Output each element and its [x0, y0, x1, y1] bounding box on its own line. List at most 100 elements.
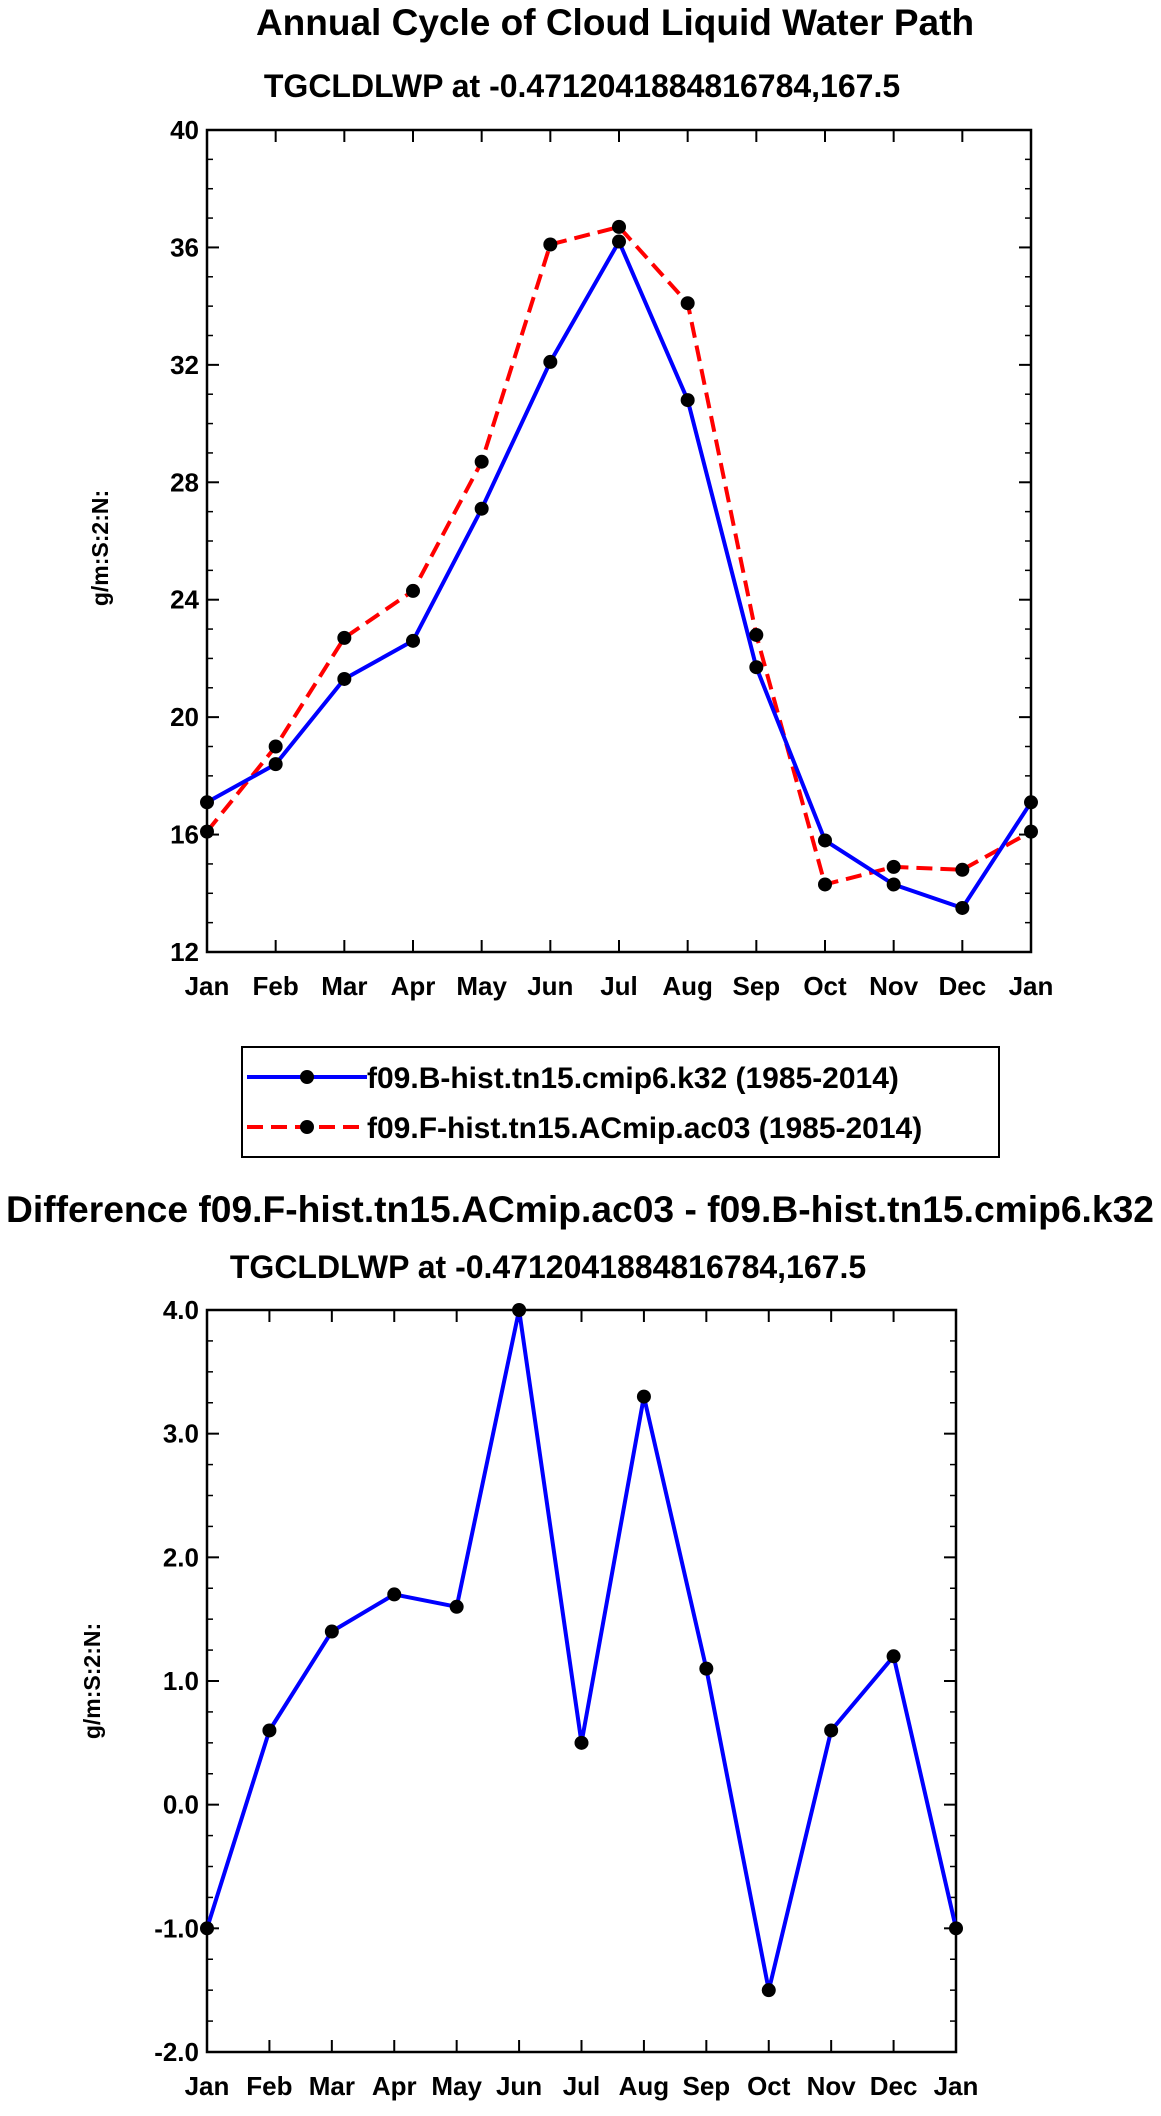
y-tick-label: 0.0: [163, 1790, 199, 1820]
data-point: [761, 1983, 776, 1998]
chart-2-ticks: Jan Feb Mar Apr May Jun Jul Aug Sep Oct Nov Dec Jan -…: [154, 1295, 978, 2101]
difference-chart: Difference f09.F-hist.tn15.ACmip.ac03 - …: [6, 1189, 1154, 2101]
chart-2-subtitle: TGCLDLWP at -0.4712041884816784,167.5: [230, 1249, 866, 1285]
x-tick-label: Aug: [619, 2071, 670, 2101]
data-point: [574, 1735, 589, 1750]
data-point: [474, 501, 489, 516]
data-point: [749, 660, 764, 675]
data-point: [749, 627, 764, 642]
data-point: [406, 583, 420, 598]
data-point: [1024, 824, 1038, 839]
x-tick-label: Nov: [807, 2071, 857, 2101]
data-point: [680, 393, 695, 408]
y-tick-label: 3.0: [163, 1419, 199, 1449]
data-point: [406, 633, 420, 648]
x-tick-label: Oct: [803, 971, 847, 1001]
x-tick-label: Mar: [309, 2071, 355, 2101]
data-point: [543, 237, 558, 252]
x-tick-label: Jun: [527, 971, 573, 1001]
data-point: [512, 1303, 527, 1317]
y-tick-label: 24: [170, 585, 199, 615]
data-point: [268, 739, 283, 754]
x-tick-label: Jul: [600, 971, 638, 1001]
x-tick-label: May: [431, 2071, 482, 2101]
x-tick-label: Dec: [938, 971, 986, 1001]
data-point: [474, 454, 489, 469]
chart-1-ticks: Jan Feb Mar Apr May Jun Jul Aug Sep Oct Nov Dec Jan 1…: [170, 115, 1053, 1001]
data-point: [268, 757, 283, 772]
data-point: [337, 630, 352, 645]
x-tick-label: Apr: [372, 2071, 417, 2101]
x-tick-label: Sep: [682, 2071, 730, 2101]
data-point: [612, 234, 626, 249]
legend-box: [241, 1046, 1000, 1158]
data-point: [886, 877, 901, 892]
data-point: [949, 1921, 963, 1936]
data-point: [699, 1661, 714, 1676]
y-tick-label: 40: [170, 115, 199, 145]
y-tick-label: 12: [170, 937, 199, 967]
x-tick-label: Oct: [747, 2071, 791, 2101]
x-tick-label: Sep: [732, 971, 780, 1001]
y-tick-label: 20: [170, 702, 199, 732]
legend-label-f-hist: f09.F-hist.tn15.ACmip.ac03 (1985-2014): [367, 1112, 922, 1145]
data-point: [818, 833, 832, 848]
data-point: [886, 1649, 901, 1664]
chart-2-plot-frame: [205, 1308, 958, 2054]
chart-1-subtitle: TGCLDLWP at -0.4712041884816784,167.5: [264, 68, 900, 104]
legend: f09.B-hist.tn15.cmip6.k32 (1985-2014) f0…: [241, 1046, 1000, 1158]
x-tick-label: Jun: [496, 2071, 542, 2101]
data-point: [1024, 795, 1038, 810]
data-point: [955, 862, 970, 877]
legend-marker-f-hist: [300, 1120, 314, 1134]
data-point: [337, 671, 352, 686]
data-point: [612, 219, 626, 234]
chart-2-title: Difference f09.F-hist.tn15.ACmip.ac03 - …: [6, 1189, 1154, 1230]
series-line: [205, 1308, 958, 1993]
x-tick-label: Jul: [563, 2071, 601, 2101]
chart-2-y-axis-label: g/m:S:2:N:: [79, 1623, 105, 1739]
data-point: [886, 859, 901, 874]
y-tick-label: -1.0: [154, 1913, 199, 1943]
chart-1-title: Annual Cycle of Cloud Liquid Water Path: [256, 2, 974, 43]
data-point: [824, 1723, 839, 1738]
chart-1-y-axis-label: g/m:S:2:N:: [87, 490, 113, 606]
chart-1-series: [200, 219, 1038, 915]
y-tick-label: 2.0: [163, 1542, 199, 1572]
x-tick-label: Jan: [185, 2071, 230, 2101]
y-tick-label: 4.0: [163, 1295, 199, 1325]
legend-marker-b-hist: [300, 1070, 314, 1084]
y-tick-label: 28: [170, 467, 199, 497]
x-tick-label: Aug: [662, 971, 713, 1001]
x-tick-label: Jan: [934, 2071, 979, 2101]
data-point: [680, 296, 695, 311]
x-tick-label: Feb: [246, 2071, 292, 2101]
data-point: [200, 1921, 214, 1936]
data-point: [262, 1723, 277, 1738]
data-point: [324, 1624, 339, 1639]
data-point: [543, 354, 558, 369]
annual-cycle-chart: Annual Cycle of Cloud Liquid Water Path …: [87, 2, 1053, 1001]
data-point: [818, 877, 832, 892]
legend-label-b-hist: f09.B-hist.tn15.cmip6.k32 (1985-2014): [367, 1062, 899, 1095]
data-point: [387, 1587, 402, 1602]
x-tick-label: Jan: [1009, 971, 1054, 1001]
x-tick-label: Feb: [253, 971, 299, 1001]
data-point: [449, 1599, 464, 1614]
y-tick-label: 1.0: [163, 1666, 199, 1696]
series-line: [205, 224, 1032, 887]
y-tick-label: 36: [170, 232, 199, 262]
x-tick-label: Apr: [391, 971, 436, 1001]
x-tick-label: May: [456, 971, 507, 1001]
x-tick-label: Nov: [869, 971, 919, 1001]
chart-2-series: [200, 1303, 963, 1998]
chart-1-plot-frame: [205, 128, 1033, 954]
data-point: [200, 824, 214, 839]
data-point: [955, 900, 970, 915]
series-line: [206, 239, 1033, 910]
y-tick-label: -2.0: [154, 2037, 199, 2067]
y-tick-label: 16: [170, 820, 199, 850]
x-tick-label: Jan: [185, 971, 230, 1001]
data-point: [636, 1389, 651, 1404]
